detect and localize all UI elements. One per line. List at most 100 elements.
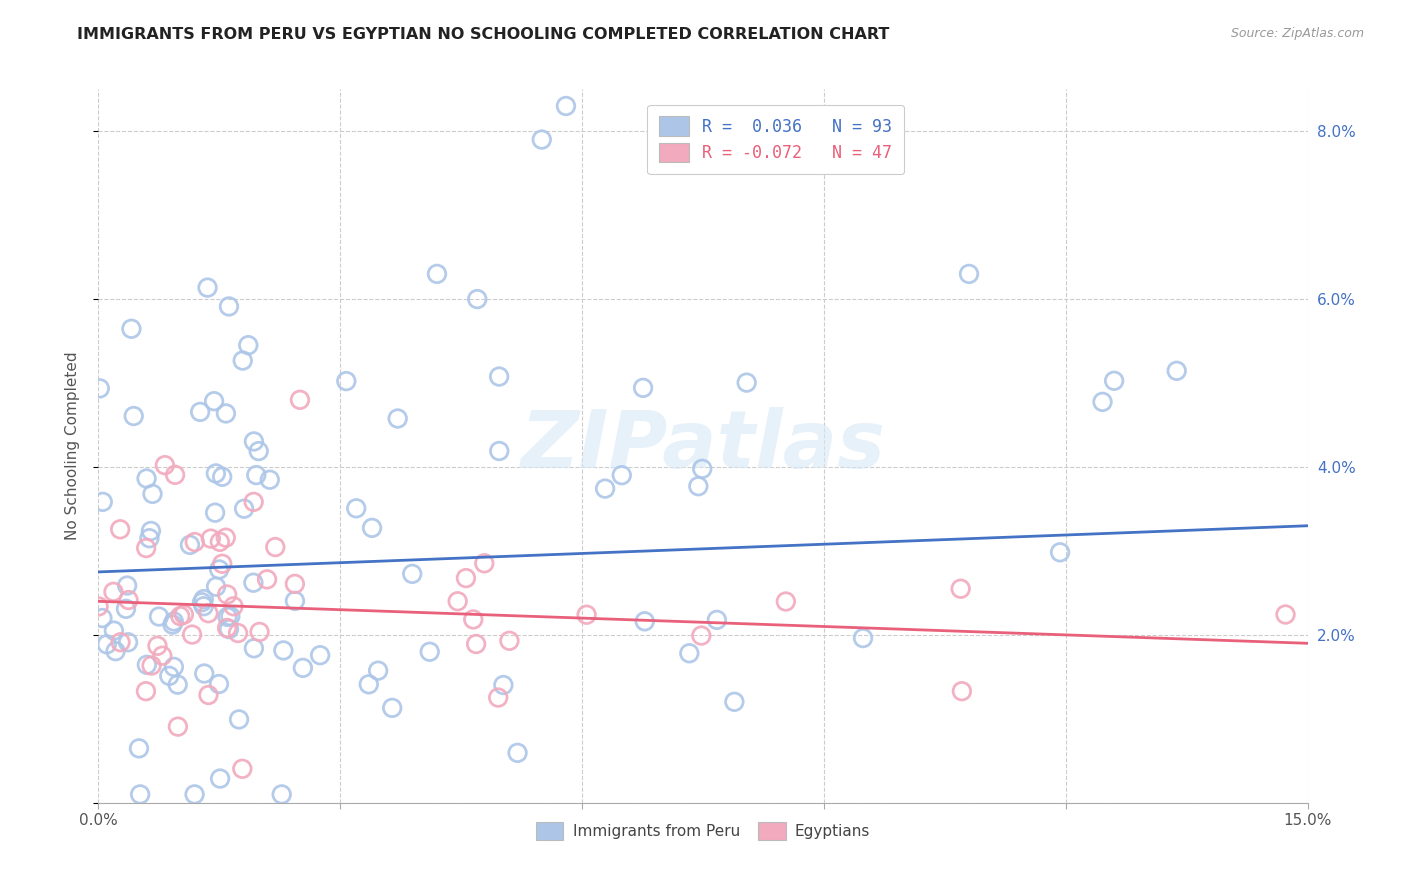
Point <box>135 657 157 672</box>
Point <box>1102 374 1125 388</box>
Point <box>242 575 264 590</box>
Point <box>492 678 515 692</box>
Y-axis label: No Schooling Completed: No Schooling Completed <box>65 351 80 541</box>
Point <box>775 594 797 608</box>
Point <box>530 132 553 146</box>
Point <box>506 746 529 760</box>
Point <box>242 495 264 509</box>
Point <box>264 540 287 554</box>
Point <box>426 267 449 281</box>
Point <box>243 434 266 449</box>
Point <box>247 444 270 458</box>
Point <box>256 573 278 587</box>
Point <box>162 617 184 632</box>
Point <box>593 482 616 496</box>
Point <box>138 531 160 545</box>
Point <box>486 690 509 705</box>
Point <box>488 369 510 384</box>
Point <box>387 411 409 425</box>
Point <box>215 531 238 545</box>
Point <box>163 615 186 629</box>
Point <box>1049 545 1071 559</box>
Point <box>166 678 188 692</box>
Point <box>852 631 875 645</box>
Point <box>117 635 139 649</box>
Text: Source: ZipAtlas.com: Source: ZipAtlas.com <box>1230 27 1364 40</box>
Point <box>291 661 314 675</box>
Point <box>217 610 239 624</box>
Point <box>193 666 215 681</box>
Point <box>139 524 162 538</box>
Point <box>148 609 170 624</box>
Point <box>167 720 190 734</box>
Point <box>89 381 111 395</box>
Point <box>231 762 253 776</box>
Point <box>706 613 728 627</box>
Point <box>361 521 384 535</box>
Point <box>197 688 219 702</box>
Point <box>1274 607 1296 622</box>
Point <box>219 609 242 624</box>
Point <box>273 643 295 657</box>
Point <box>183 788 205 802</box>
Point <box>690 462 713 476</box>
Point <box>472 556 495 570</box>
Point <box>723 695 745 709</box>
Point <box>117 593 139 607</box>
Legend: Immigrants from Peru, Egyptians: Immigrants from Peru, Egyptians <box>527 813 879 848</box>
Point <box>249 624 271 639</box>
Point <box>108 522 131 536</box>
Point <box>335 374 357 388</box>
Point <box>735 376 758 390</box>
Point <box>367 664 389 678</box>
Point <box>226 626 249 640</box>
Point <box>122 409 145 423</box>
Point <box>103 584 125 599</box>
Point <box>181 627 204 641</box>
Point <box>197 280 219 294</box>
Point <box>690 629 713 643</box>
Point <box>215 621 238 635</box>
Point <box>309 648 332 663</box>
Point <box>950 684 973 698</box>
Point <box>957 267 980 281</box>
Text: IMMIGRANTS FROM PERU VS EGYPTIAN NO SCHOOLING COMPLETED CORRELATION CHART: IMMIGRANTS FROM PERU VS EGYPTIAN NO SCHO… <box>77 27 890 42</box>
Point <box>1166 364 1188 378</box>
Point <box>157 669 180 683</box>
Point <box>631 381 654 395</box>
Point <box>200 532 222 546</box>
Point <box>949 582 972 596</box>
Point <box>465 637 488 651</box>
Point <box>141 658 163 673</box>
Point <box>284 577 307 591</box>
Point <box>208 534 231 549</box>
Point <box>188 405 211 419</box>
Point <box>245 468 267 483</box>
Point <box>357 677 380 691</box>
Point <box>211 470 233 484</box>
Point <box>91 611 114 625</box>
Point <box>87 599 110 614</box>
Point <box>173 607 195 622</box>
Point <box>243 641 266 656</box>
Point <box>401 566 423 581</box>
Point <box>184 535 207 549</box>
Point <box>208 677 231 691</box>
Point <box>204 506 226 520</box>
Point <box>153 458 176 472</box>
Point <box>381 701 404 715</box>
Point <box>211 557 233 571</box>
Point <box>419 645 441 659</box>
Point <box>96 637 118 651</box>
Point <box>191 595 214 609</box>
Point <box>218 300 240 314</box>
Point <box>678 646 700 660</box>
Point <box>610 468 633 483</box>
Point <box>146 639 169 653</box>
Point <box>217 587 239 601</box>
Point <box>1091 395 1114 409</box>
Point <box>222 599 245 614</box>
Point <box>205 467 228 481</box>
Point <box>150 648 173 663</box>
Point <box>284 594 307 608</box>
